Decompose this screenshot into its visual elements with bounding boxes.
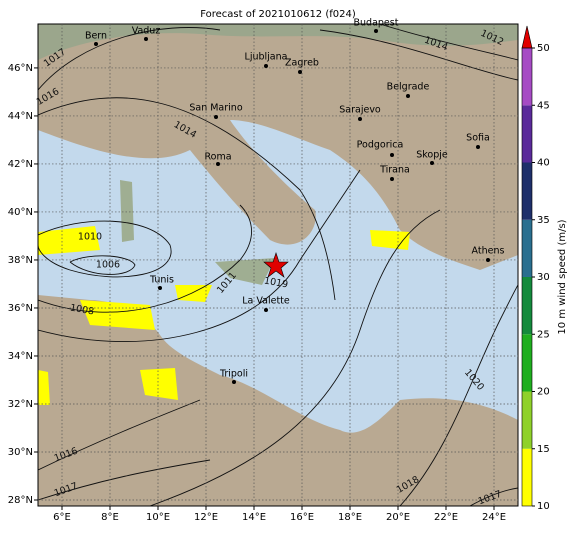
city-label: Ljubljana: [245, 52, 288, 63]
isobars: [38, 24, 518, 506]
isobar-label: 1006: [96, 260, 120, 271]
y-tick-label: 32°N: [8, 399, 33, 410]
colorbar-segment: [522, 448, 532, 506]
colorbar-segment: [522, 219, 532, 277]
y-tick-label: 34°N: [8, 351, 33, 362]
city-dot: [94, 42, 98, 46]
x-tick-label: 18°E: [338, 512, 362, 523]
city-dot: [214, 115, 218, 119]
city-dot: [216, 162, 220, 166]
x-tick-label: 10°E: [146, 512, 170, 523]
city-label: Tunis: [149, 275, 174, 286]
y-tick-label: 46°N: [8, 63, 33, 74]
city-dot: [358, 117, 362, 121]
city-label: Athens: [472, 246, 505, 257]
city-label: Sofia: [466, 133, 490, 144]
city-label: San Marino: [189, 103, 242, 114]
city-label: La Valette: [242, 296, 290, 307]
isobar-label: 1010: [78, 232, 102, 243]
y-tick-label: 38°N: [8, 255, 33, 266]
city-dot: [430, 161, 434, 165]
y-tick-label: 30°N: [8, 447, 33, 458]
y-tick-label: 44°N: [8, 111, 33, 122]
colorbar-tick-label: 10: [537, 501, 550, 512]
colorbar-label: 10 m wind speed (m/s): [557, 219, 568, 334]
city-dot: [374, 29, 378, 33]
colorbar-segment: [522, 105, 532, 163]
colorbar-tick-label: 15: [537, 444, 550, 455]
colorbar-segment: [522, 391, 532, 449]
colorbar-segment: [522, 162, 532, 220]
y-tick-label: 36°N: [8, 303, 33, 314]
colorbar-tick-label: 45: [537, 100, 550, 111]
colorbar-segment: [522, 277, 532, 335]
city-label: Sarajevo: [339, 105, 381, 116]
city-label: Tripoli: [219, 369, 248, 380]
city-label: Belgrade: [387, 82, 430, 93]
city-dot: [298, 70, 302, 74]
city-dot: [486, 258, 490, 262]
x-tick-label: 16°E: [290, 512, 314, 523]
city-label: Podgorica: [357, 140, 404, 151]
city-dot: [390, 153, 394, 157]
colorbar-tick-label: 25: [537, 329, 550, 340]
x-tick-label: 12°E: [194, 512, 218, 523]
sardinia: [120, 180, 134, 242]
city-label: Roma: [204, 152, 231, 163]
colorbar-segment: [522, 334, 532, 392]
city-label: Bern: [85, 31, 107, 42]
x-tick-label: 22°E: [434, 512, 458, 523]
y-tick-label: 28°N: [8, 495, 33, 506]
isobar-label: 1019: [263, 275, 289, 290]
x-tick-label: 14°E: [242, 512, 266, 523]
colorbar-tick-label: 40: [537, 158, 550, 169]
map-frame: [37, 23, 519, 507]
city-dot: [144, 37, 148, 41]
y-tick-label: 40°N: [8, 207, 33, 218]
y-tick-label: 42°N: [8, 159, 33, 170]
x-tick-label: 6°E: [53, 512, 71, 523]
city-label: Budapest: [354, 18, 399, 29]
city-dot: [264, 308, 268, 312]
x-tick-label: 8°E: [101, 512, 119, 523]
city-label: Skopje: [416, 150, 448, 161]
city-dot: [406, 94, 410, 98]
city-dot: [390, 177, 394, 181]
sicily: [215, 258, 275, 285]
location-star: [263, 252, 289, 278]
colorbar-extend: [521, 25, 533, 49]
city-dot: [476, 145, 480, 149]
mountains: [38, 24, 518, 60]
map-title: Forecast of 2021010612 (f024): [200, 9, 356, 20]
colorbar-tick-label: 20: [537, 387, 550, 398]
x-tick-label: 20°E: [386, 512, 410, 523]
city-label: Zagreb: [285, 58, 319, 69]
x-tick-label: 24°E: [482, 512, 506, 523]
city-dot: [232, 380, 236, 384]
colorbar-tick-label: 30: [537, 272, 550, 283]
city-label: Tirana: [379, 165, 410, 176]
colorbar-tick-label: 35: [537, 215, 550, 226]
colorbar-tick-label: 50: [537, 43, 550, 54]
strong-wind-areas: [38, 226, 410, 405]
colorbar-segment: [522, 48, 532, 106]
isobar-label: 1008: [69, 302, 95, 317]
city-dot: [158, 286, 162, 290]
city-label: Vaduz: [132, 26, 161, 37]
city-dot: [264, 64, 268, 68]
